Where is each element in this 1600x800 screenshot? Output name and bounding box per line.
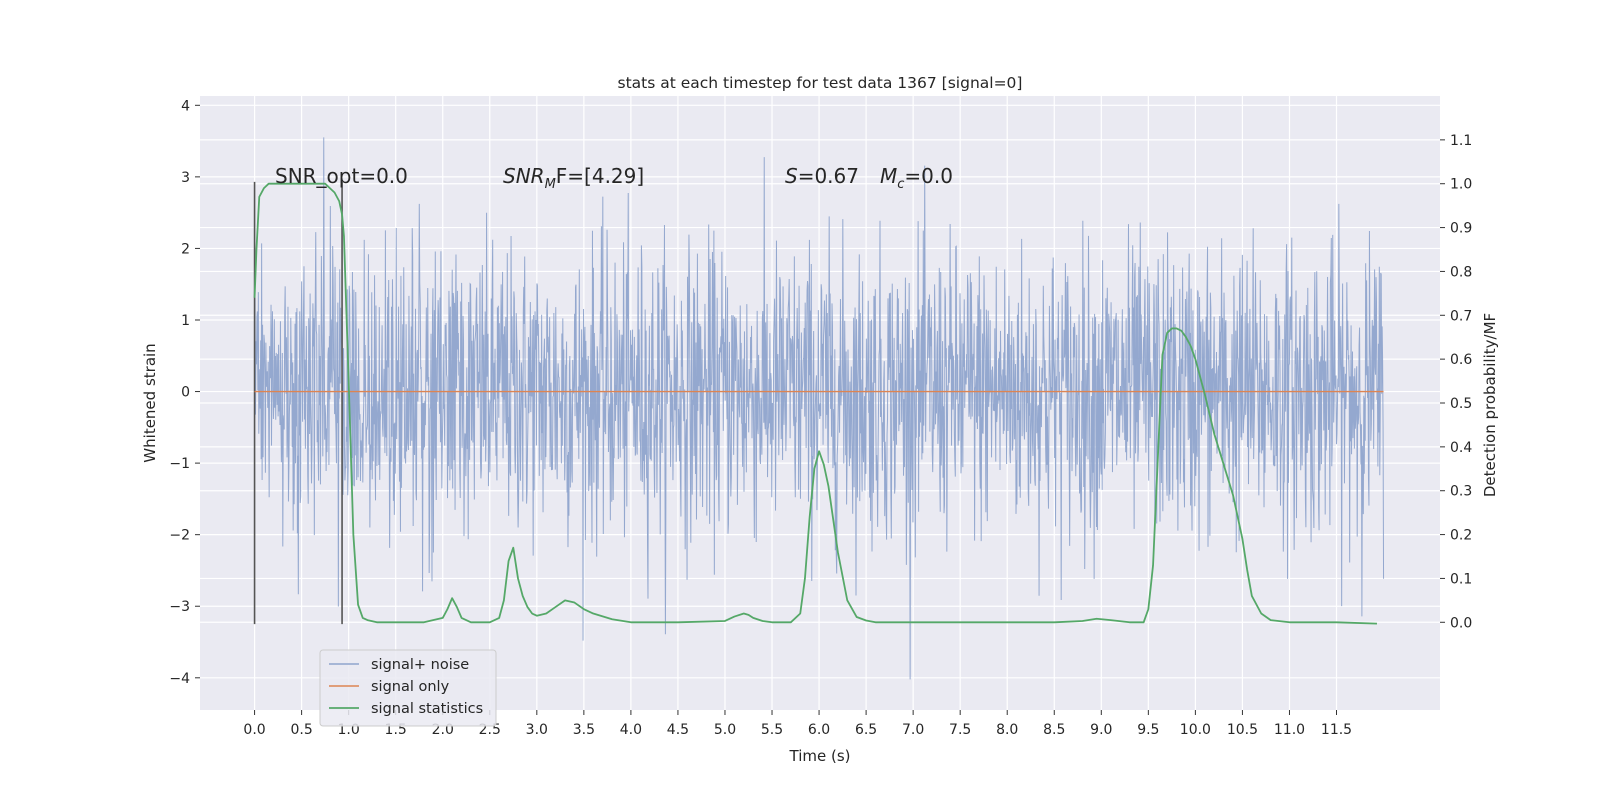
y-tick-label-right: 0.3 <box>1450 484 1472 500</box>
y-tick-label-right: 0.5 <box>1450 396 1472 412</box>
y-tick-label-right: 0.7 <box>1450 308 1472 324</box>
y-tick-label-right: 1.1 <box>1450 133 1472 149</box>
annotation-mc-main: M <box>880 164 897 188</box>
legend-label-signal-statistics: signal statistics <box>371 701 483 717</box>
y-tick-label-left: 0 <box>181 385 190 401</box>
y-tick-label-right: 1.0 <box>1450 177 1472 193</box>
y-tick-label-left: −4 <box>169 671 190 687</box>
y-tick-label-right: 0.6 <box>1450 352 1472 368</box>
annotation-snr-mf-sub: M <box>545 177 556 192</box>
x-tick-label: 11.5 <box>1321 722 1352 738</box>
chart-title: stats at each timestep for test data 136… <box>618 74 1023 92</box>
x-tick-label: 4.0 <box>620 722 642 738</box>
y-tick-label-left: −2 <box>169 528 190 544</box>
x-tick-label: 10.5 <box>1227 722 1258 738</box>
legend: signal+ noise signal only signal statist… <box>319 649 497 727</box>
y-tick-label-left: 3 <box>181 170 190 186</box>
legend-frame <box>319 649 497 727</box>
y-tick-label-right: 0.0 <box>1450 615 1472 631</box>
signal-noise-line <box>254 137 1385 680</box>
annotation-mc-rest: =0.0 <box>904 164 953 188</box>
y-tick-label-left: 1 <box>181 313 190 329</box>
annotation-snr-mf-rest: F=[4.29] <box>556 164 644 188</box>
x-tick-label: 8.0 <box>996 722 1018 738</box>
legend-label-signal-only: signal only <box>371 679 450 695</box>
x-tick-label: 3.0 <box>526 722 548 738</box>
y-axis-label-right: Detection probability/MF <box>1481 313 1499 497</box>
x-tick-label: 7.5 <box>949 722 971 738</box>
annotation-mc: Mc=0.0 <box>880 164 953 192</box>
x-tick-label: 8.5 <box>1043 722 1065 738</box>
x-tick-label: 3.5 <box>573 722 595 738</box>
x-tick-label: 0.5 <box>290 722 312 738</box>
x-tick-label: 9.0 <box>1090 722 1112 738</box>
y-tick-label-left: 2 <box>181 241 190 257</box>
y-tick-label-right: 0.2 <box>1450 528 1472 544</box>
x-tick-label: 0.0 <box>243 722 265 738</box>
vertical-markers <box>253 181 343 625</box>
y-tick-label-left: 4 <box>181 98 190 114</box>
x-tick-label: 5.5 <box>761 722 783 738</box>
signal-statistics-series <box>253 182 1377 625</box>
y-axis-label-left: Whitened strain <box>141 343 159 462</box>
x-axis-label: Time (s) <box>789 747 851 765</box>
y-tick-label-right: 0.4 <box>1450 440 1472 456</box>
signal-statistics-line <box>253 182 1377 625</box>
x-tick-label: 5.0 <box>714 722 736 738</box>
annotation-s-main: S <box>785 164 798 188</box>
y-tick-label-right: 0.1 <box>1450 571 1472 587</box>
y-tick-label-right: 0.9 <box>1450 221 1472 237</box>
legend-label-signal-noise: signal+ noise <box>371 657 469 673</box>
ticks: 0.0 0.5 1.0 1.5 2.0 2.5 3.0 3.5 4.0 4.5 5.0 5.5 6.0 6… <box>169 98 1472 738</box>
x-tick-label: 9.5 <box>1137 722 1159 738</box>
annotation-s: S=0.67 <box>785 164 859 188</box>
x-tick-label: 4.5 <box>667 722 689 738</box>
x-tick-label: 6.5 <box>855 722 877 738</box>
x-tick-label: 10.0 <box>1180 722 1211 738</box>
annotation-mc-sub: c <box>897 177 904 192</box>
annotation-snr-mf-main: SNR <box>503 164 545 188</box>
x-tick-label: 7.0 <box>902 722 924 738</box>
annotation-s-rest: =0.67 <box>798 164 859 188</box>
annotation-snr-opt: SNR_opt=0.0 <box>275 164 408 188</box>
y-tick-label-left: −1 <box>169 456 190 472</box>
y-tick-label-left: −3 <box>169 599 190 615</box>
x-tick-label: 6.0 <box>808 722 830 738</box>
signal-noise-series <box>254 137 1385 680</box>
y-tick-label-right: 0.8 <box>1450 264 1472 280</box>
x-tick-label: 11.0 <box>1274 722 1305 738</box>
annotation-snr-mf: SNRMF=[4.29] <box>503 164 644 192</box>
